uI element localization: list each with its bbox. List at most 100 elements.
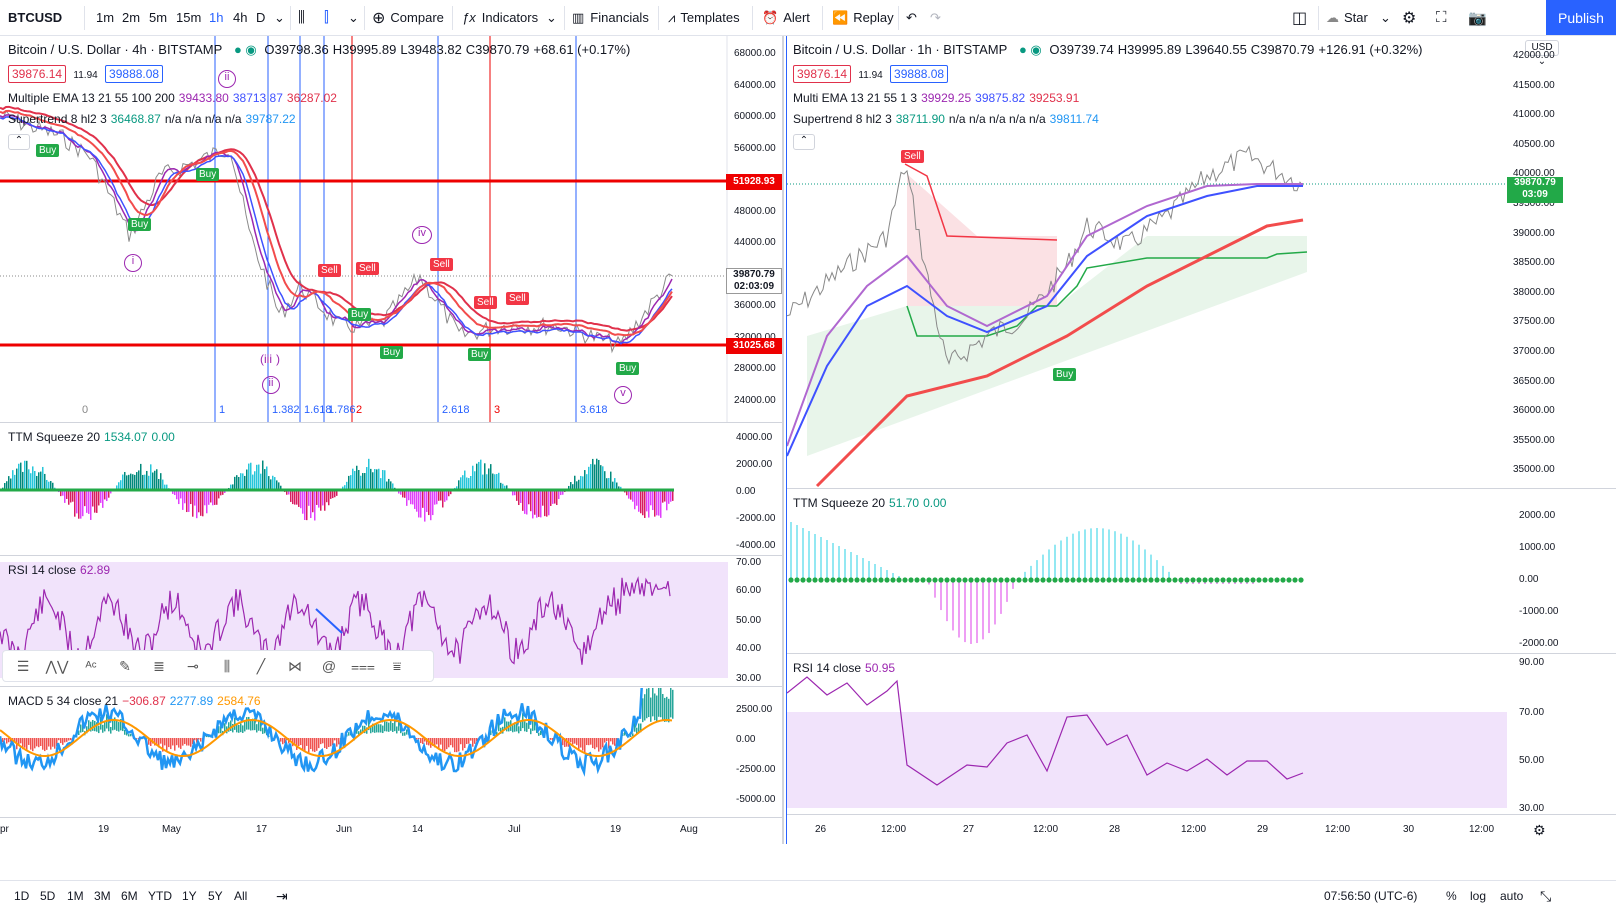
time-tick: 27 bbox=[963, 824, 974, 835]
time-tick: 19 bbox=[98, 824, 109, 835]
brush-icon[interactable]: ✎ bbox=[111, 658, 139, 675]
auto-toggle[interactable]: auto bbox=[1500, 881, 1523, 911]
expand-icon[interactable]: ⤡ bbox=[1540, 881, 1551, 911]
undo-icon[interactable]: ↶ bbox=[906, 0, 917, 35]
range-ytd[interactable]: YTD bbox=[148, 881, 172, 911]
gear-icon[interactable]: ⚙ bbox=[1402, 0, 1416, 35]
range-6m[interactable]: 6M bbox=[121, 881, 138, 911]
range-3m[interactable]: 3M bbox=[94, 881, 111, 911]
range-all[interactable]: All bbox=[234, 881, 247, 911]
interval-4h[interactable]: 4h bbox=[233, 0, 247, 35]
left-main-pane[interactable]: Bitcoin / U.S. Dollar · 4h · BITSTAMP ● … bbox=[0, 36, 782, 423]
camera-icon[interactable]: 📷 bbox=[1468, 0, 1487, 35]
trend-line-icon[interactable]: ╱ bbox=[247, 658, 275, 675]
axis-tick: 2000.00 bbox=[1519, 510, 1555, 521]
right-main-pane[interactable]: Bitcoin / U.S. Dollar · 1h · BITSTAMP ● … bbox=[787, 36, 1616, 489]
zigzag-icon[interactable]: ⋀⋁ bbox=[43, 658, 71, 675]
settings-lines-icon[interactable]: ⩸ bbox=[383, 658, 411, 675]
fib-icon[interactable]: ≣ bbox=[145, 658, 173, 675]
buy-signal: Buy bbox=[468, 348, 491, 361]
spiral-icon[interactable]: @ bbox=[315, 658, 343, 674]
axis-tick: -2000.00 bbox=[1519, 638, 1558, 649]
symbol-search[interactable]: BTCUSD bbox=[8, 0, 62, 35]
buy-signal: Buy bbox=[1053, 368, 1076, 381]
interval-2m[interactable]: 2m bbox=[122, 0, 140, 35]
range-1m[interactable]: 1M bbox=[67, 881, 84, 911]
axis-tick: 44000.00 bbox=[734, 237, 776, 248]
chart-settings-gear-icon[interactable]: ⚙ bbox=[1533, 822, 1546, 839]
collapse-legend-icon[interactable]: ⌃ bbox=[8, 134, 30, 150]
candles-icon[interactable]: ⫿ bbox=[324, 0, 329, 35]
percent-toggle[interactable]: % bbox=[1446, 881, 1457, 911]
pattern-icon[interactable]: ⋈ bbox=[281, 658, 309, 675]
fullscreen-icon[interactable]: ⛶ bbox=[1436, 0, 1447, 35]
axis-tick: 28000.00 bbox=[734, 363, 776, 374]
publish-button[interactable]: Publish bbox=[1546, 0, 1616, 35]
interval-1m[interactable]: 1m bbox=[96, 0, 114, 35]
axis-tick: 24000.00 bbox=[734, 395, 776, 406]
axis-tick: 36000.00 bbox=[1513, 405, 1555, 416]
interval-5m[interactable]: 5m bbox=[149, 0, 167, 35]
range-1d[interactable]: 1D bbox=[14, 881, 29, 911]
replay-button[interactable]: ⏪Replay bbox=[832, 0, 894, 35]
buy-signal: Buy bbox=[380, 346, 403, 359]
parallel-channel-icon[interactable]: ⩶ bbox=[349, 658, 377, 675]
bid-box[interactable]: 39876.14 bbox=[8, 65, 66, 83]
vertical-lines-icon[interactable]: ⫼ bbox=[213, 658, 241, 675]
ask-box[interactable]: 39888.08 bbox=[105, 65, 163, 83]
collapse-legend-icon[interactable]: ⌃ bbox=[793, 134, 815, 150]
indicators-dropdown-icon[interactable]: ⌄ bbox=[546, 0, 557, 35]
time-tick: 17 bbox=[256, 824, 267, 835]
star-button[interactable]: ☁Star bbox=[1326, 0, 1368, 35]
redo-icon[interactable]: ↷ bbox=[930, 0, 941, 35]
interval-d[interactable]: D bbox=[256, 0, 265, 35]
time-tick: 26 bbox=[815, 824, 826, 835]
financials-icon: ▥ bbox=[572, 10, 584, 26]
sell-signal: Sell bbox=[506, 292, 529, 305]
horizontal-ray-icon[interactable]: ⊸ bbox=[179, 658, 207, 675]
interval-1h[interactable]: 1h bbox=[209, 0, 223, 35]
bar-style-icon[interactable]: ⫼ bbox=[298, 0, 305, 35]
axis-tick: -2500.00 bbox=[736, 764, 775, 775]
log-toggle[interactable]: log bbox=[1470, 881, 1486, 911]
chart-type-dropdown-icon[interactable]: ⌄ bbox=[348, 0, 359, 35]
range-1y[interactable]: 1Y bbox=[182, 881, 197, 911]
star-dropdown-icon[interactable]: ⌄ bbox=[1380, 0, 1391, 35]
alert-button[interactable]: ⏰Alert bbox=[762, 0, 810, 35]
fib-level-label: 1.786 bbox=[328, 404, 356, 416]
fib-level-label: 3.618 bbox=[580, 404, 608, 416]
templates-button[interactable]: ⩘Templates bbox=[668, 0, 740, 35]
rsi-line bbox=[787, 655, 1507, 815]
left-chart-title: Bitcoin / U.S. Dollar · 4h · BITSTAMP ● … bbox=[8, 42, 634, 58]
axis-tick: 37000.00 bbox=[1513, 346, 1555, 357]
bid-box[interactable]: 39876.14 bbox=[793, 65, 851, 83]
financials-button[interactable]: ▥Financials bbox=[572, 0, 649, 35]
layout-icon[interactable]: ◫ bbox=[1292, 0, 1307, 35]
clock-timezone[interactable]: 07:56:50 (UTC-6) bbox=[1324, 881, 1417, 911]
goto-date-icon[interactable]: ⇥ bbox=[276, 881, 288, 911]
ask-box[interactable]: 39888.08 bbox=[890, 65, 948, 83]
interval-15m[interactable]: 15m bbox=[176, 0, 201, 35]
range-5y[interactable]: 5Y bbox=[208, 881, 223, 911]
fx-icon: ƒx bbox=[462, 10, 476, 25]
range-5d[interactable]: 5D bbox=[40, 881, 55, 911]
right-chart-title: Bitcoin / U.S. Dollar · 1h · BITSTAMP ● … bbox=[793, 42, 1427, 58]
interval-dropdown-icon[interactable]: ⌄ bbox=[274, 0, 285, 35]
left-price-axis[interactable]: 68000.0064000.0060000.0056000.0052000.00… bbox=[730, 36, 782, 423]
axis-tick: 41500.00 bbox=[1513, 80, 1555, 91]
cloud-icon: ☁ bbox=[1326, 10, 1339, 26]
horizontal-lines-icon[interactable]: ☰ bbox=[9, 658, 37, 675]
axis-tick: -5000.00 bbox=[736, 794, 775, 805]
compare-button[interactable]: ⊕Compare bbox=[372, 0, 444, 35]
drawing-toolbar: ☰ ⋀⋁ ᴬᶜ ✎ ≣ ⊸ ⫼ ╱ ⋈ @ ⩶ ⩸ bbox=[2, 650, 434, 682]
abc-pattern-icon[interactable]: ᴬᶜ bbox=[77, 658, 105, 674]
